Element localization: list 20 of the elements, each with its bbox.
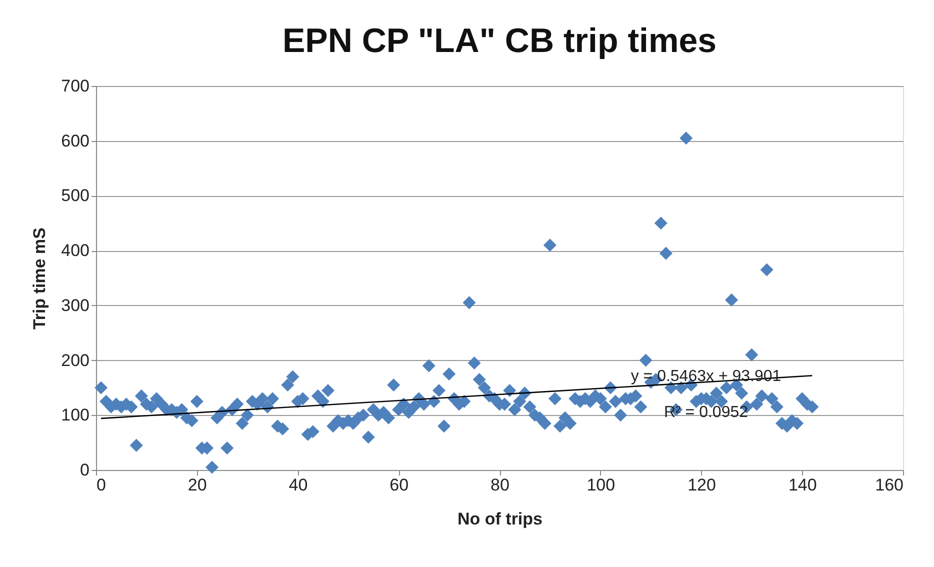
x-tick-label: 80 bbox=[490, 476, 510, 494]
x-tick-label: 140 bbox=[788, 476, 817, 494]
y-axis-title: Trip time mS bbox=[30, 227, 50, 330]
x-tick-label: 40 bbox=[288, 476, 308, 494]
y-tick-label: 300 bbox=[61, 296, 90, 315]
x-tick-label: 100 bbox=[586, 476, 616, 494]
y-tick-label: 400 bbox=[61, 241, 90, 260]
x-tick-label: 20 bbox=[188, 476, 207, 494]
x-tick-label: 60 bbox=[390, 476, 409, 494]
y-tick-label: 0 bbox=[80, 460, 90, 480]
x-axis-title: No of trips bbox=[458, 510, 542, 528]
chart-title: EPN CP "LA" CB trip times bbox=[282, 22, 717, 60]
x-tick-label: 0 bbox=[96, 476, 106, 494]
y-tick-label: 200 bbox=[61, 350, 90, 370]
y-tick-label: 500 bbox=[61, 186, 90, 206]
x-tick-label: 120 bbox=[688, 476, 716, 494]
y-tick-label: 100 bbox=[61, 406, 90, 425]
y-tick-label: 600 bbox=[61, 131, 90, 150]
y-tick-label: 700 bbox=[61, 76, 90, 96]
x-tick-label: 160 bbox=[875, 476, 904, 494]
